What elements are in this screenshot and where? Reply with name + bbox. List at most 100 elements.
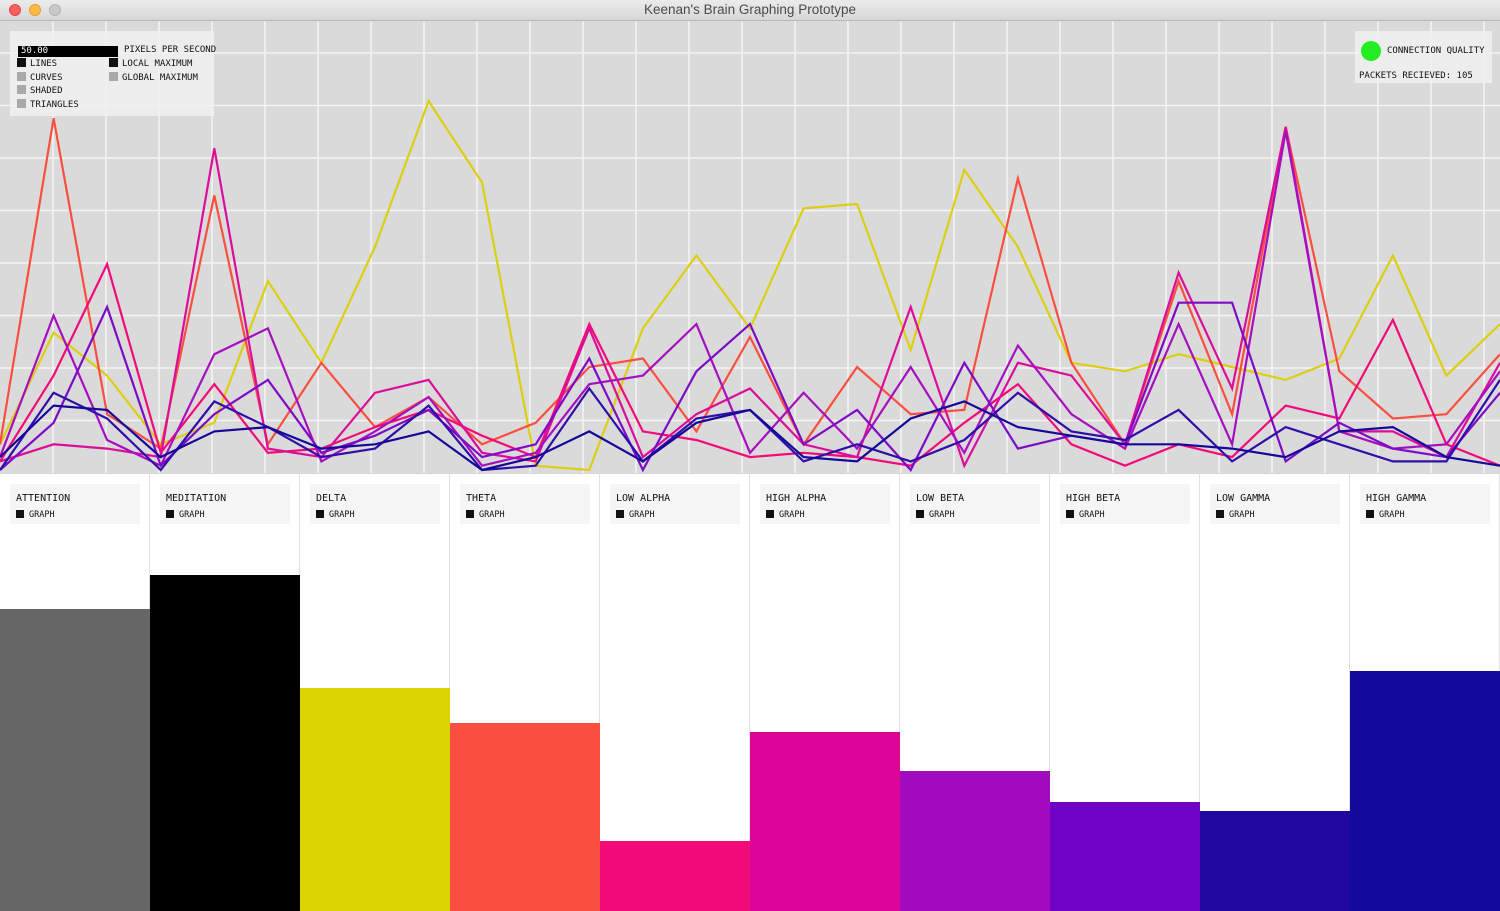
graph-checkbox-label: GRAPH	[329, 510, 355, 520]
graph-checkbox[interactable]	[1366, 510, 1374, 518]
channel-name: LOW GAMMA	[1216, 493, 1270, 504]
connection-status-panel: CONNECTION QUALITY PACKETS RECIEVED: 105	[1355, 31, 1492, 83]
channel-level-bar	[150, 575, 300, 911]
channel-graph-toggle[interactable]: GRAPH	[1216, 510, 1255, 520]
channel-column-low-beta: LOW BETA GRAPH	[900, 474, 1050, 911]
graph-checkbox-label: GRAPH	[479, 510, 505, 520]
channel-column-meditation: MEDITATION GRAPH	[150, 474, 300, 911]
channel-header: LOW BETA GRAPH	[910, 484, 1040, 524]
channel-level-bar	[900, 771, 1050, 911]
triangles-toggle[interactable]: TRIANGLES	[17, 99, 79, 110]
graph-checkbox-label: GRAPH	[1229, 510, 1255, 520]
channel-graph-toggle[interactable]: GRAPH	[316, 510, 355, 520]
graph-checkbox-label: GRAPH	[1079, 510, 1105, 520]
channel-column-attention: ATTENTION GRAPH	[0, 474, 150, 911]
shaded-toggle[interactable]: SHADED	[17, 85, 63, 96]
curves-label: CURVES	[30, 73, 63, 83]
graph-checkbox[interactable]	[16, 510, 24, 518]
channel-level-bar	[750, 732, 900, 911]
channel-graph-toggle[interactable]: GRAPH	[766, 510, 805, 520]
channel-column-low-alpha: LOW ALPHA GRAPH	[600, 474, 750, 911]
graph-checkbox-label: GRAPH	[29, 510, 55, 520]
channel-column-low-gamma: LOW GAMMA GRAPH	[1200, 474, 1350, 911]
channel-name: LOW BETA	[916, 493, 964, 504]
channel-name: HIGH BETA	[1066, 493, 1120, 504]
channel-column-high-beta: HIGH BETA GRAPH	[1050, 474, 1200, 911]
graph-checkbox-label: GRAPH	[179, 510, 205, 520]
local-maximum-toggle[interactable]: LOCAL MAXIMUM	[109, 58, 192, 69]
channel-name: THETA	[466, 493, 496, 504]
channel-name: LOW ALPHA	[616, 493, 670, 504]
channel-graph-toggle[interactable]: GRAPH	[1366, 510, 1405, 520]
pixels-per-second-value: 50.00	[21, 46, 48, 56]
channel-level-bar	[300, 688, 450, 911]
graph-checkbox[interactable]	[1216, 510, 1224, 518]
graph-checkbox[interactable]	[766, 510, 774, 518]
channel-level-bar	[0, 609, 150, 911]
channel-column-high-alpha: HIGH ALPHA GRAPH	[750, 474, 900, 911]
channel-name: ATTENTION	[16, 493, 70, 504]
graph-checkbox[interactable]	[166, 510, 174, 518]
brainwave-line-graph	[0, 21, 1500, 473]
local-maximum-label: LOCAL MAXIMUM	[122, 59, 192, 69]
channel-column-high-gamma: HIGH GAMMA GRAPH	[1350, 474, 1500, 911]
channel-header: THETA GRAPH	[460, 484, 590, 524]
channel-level-bar	[1050, 802, 1200, 911]
lines-checkbox[interactable]	[17, 58, 26, 67]
global-maximum-label: GLOBAL MAXIMUM	[122, 73, 198, 83]
channel-header: HIGH BETA GRAPH	[1060, 484, 1190, 524]
graph-checkbox-label: GRAPH	[629, 510, 655, 520]
channel-name: HIGH GAMMA	[1366, 493, 1426, 504]
triangles-checkbox[interactable]	[17, 99, 26, 108]
packets-received-counter: PACKETS RECIEVED: 105	[1359, 71, 1473, 81]
pixels-per-second-input[interactable]: 50.00	[18, 46, 118, 57]
channel-name: HIGH ALPHA	[766, 493, 826, 504]
channel-level-bar	[450, 723, 600, 911]
lines-label: LINES	[30, 59, 57, 69]
triangles-label: TRIANGLES	[30, 100, 79, 110]
channel-graph-toggle[interactable]: GRAPH	[616, 510, 655, 520]
window-titlebar: Keenan's Brain Graphing Prototype	[0, 0, 1500, 21]
channel-name: MEDITATION	[166, 493, 226, 504]
graph-checkbox[interactable]	[466, 510, 474, 518]
channel-level-bar	[1350, 671, 1500, 911]
channel-header: MEDITATION GRAPH	[160, 484, 290, 524]
global-maximum-checkbox[interactable]	[109, 72, 118, 81]
graph-checkbox[interactable]	[916, 510, 924, 518]
local-maximum-checkbox[interactable]	[109, 58, 118, 67]
channel-graph-toggle[interactable]: GRAPH	[166, 510, 205, 520]
graph-checkbox-label: GRAPH	[779, 510, 805, 520]
pixels-per-second-label: PIXELS PER SECOND	[124, 45, 216, 55]
graph-checkbox-label: GRAPH	[929, 510, 955, 520]
channel-header: LOW GAMMA GRAPH	[1210, 484, 1340, 524]
channel-header: LOW ALPHA GRAPH	[610, 484, 740, 524]
channel-graph-toggle[interactable]: GRAPH	[916, 510, 955, 520]
channel-name: DELTA	[316, 493, 346, 504]
channel-column-theta: THETA GRAPH	[450, 474, 600, 911]
channel-graph-toggle[interactable]: GRAPH	[1066, 510, 1105, 520]
channel-header: DELTA GRAPH	[310, 484, 440, 524]
global-maximum-toggle[interactable]: GLOBAL MAXIMUM	[109, 72, 198, 83]
window-title: Keenan's Brain Graphing Prototype	[0, 2, 1500, 17]
shaded-checkbox[interactable]	[17, 85, 26, 94]
channel-header: ATTENTION GRAPH	[10, 484, 140, 524]
channel-graph-toggle[interactable]: GRAPH	[466, 510, 505, 520]
channel-column-delta: DELTA GRAPH	[300, 474, 450, 911]
channel-header: HIGH GAMMA GRAPH	[1360, 484, 1490, 524]
curves-toggle[interactable]: CURVES	[17, 72, 63, 83]
connection-quality-indicator	[1361, 41, 1381, 61]
channel-header: HIGH ALPHA GRAPH	[760, 484, 890, 524]
channel-graph-toggle[interactable]: GRAPH	[16, 510, 55, 520]
channel-level-bar	[1200, 811, 1350, 911]
channel-level-bar	[600, 841, 750, 911]
connection-quality-label: CONNECTION QUALITY	[1387, 46, 1485, 56]
graph-checkbox[interactable]	[316, 510, 324, 518]
graph-checkbox[interactable]	[616, 510, 624, 518]
graph-checkbox-label: GRAPH	[1379, 510, 1405, 520]
graph-checkbox[interactable]	[1066, 510, 1074, 518]
graph-controls-panel: 50.00 PIXELS PER SECOND LINES CURVES SHA…	[10, 31, 214, 116]
curves-checkbox[interactable]	[17, 72, 26, 81]
shaded-label: SHADED	[30, 86, 63, 96]
lines-toggle[interactable]: LINES	[17, 58, 57, 69]
